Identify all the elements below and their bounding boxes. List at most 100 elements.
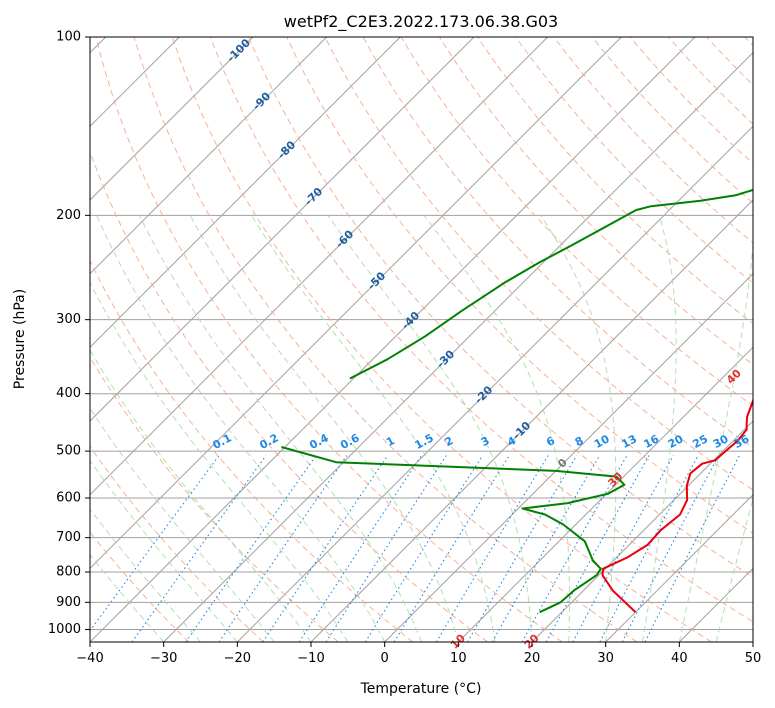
- isotherm-line: [752, 641, 753, 642]
- mixing-ratio-label: 16: [642, 432, 662, 451]
- dry-adiabat-line: [90, 531, 190, 642]
- moist-adiabat-label: 40: [724, 366, 744, 386]
- dry-adiabat-line: [90, 445, 264, 642]
- moist-adiabat-line: [327, 215, 533, 642]
- axes: −40 −30 −20 −10 0 10 20 30 40 50 1000 900 800 700 600 5…: [48, 30, 761, 667]
- y-tick-label: 1000: [48, 622, 81, 637]
- isotherm-line: [90, 37, 549, 496]
- moist-adiabat-line: [96, 215, 386, 642]
- y-tick-label: 500: [56, 444, 81, 459]
- moist-adiabat-line: [90, 508, 201, 642]
- mixing-ratio-label: 2: [443, 434, 456, 449]
- mixing-ratio-line: [599, 455, 699, 642]
- plot-frame: [89, 36, 754, 643]
- mixing-ratio-label: 30: [711, 432, 731, 451]
- moist-adiabat-line: [90, 349, 312, 642]
- y-tick-label: 400: [56, 386, 81, 401]
- moist-adiabat-line: [90, 281, 349, 642]
- dry-adiabat-line: [553, 37, 753, 244]
- y-tick-label: 100: [56, 30, 81, 45]
- mixing-ratio-label: 0.4: [307, 431, 331, 452]
- isotherm-line: [163, 51, 753, 642]
- moist-adiabat-line: [642, 215, 677, 642]
- isotherm-line: [678, 567, 753, 642]
- isotherm-line: [605, 493, 753, 642]
- mixing-ratio-label: 20: [666, 432, 686, 451]
- mixing-ratio-line: [621, 455, 720, 642]
- dry-adiabat-line: [515, 37, 753, 284]
- y-tick-label: 800: [56, 565, 81, 580]
- mixing-ratio-line: [325, 455, 447, 642]
- isotherm-line: [90, 37, 696, 642]
- dry-adiabat-line: [629, 37, 753, 165]
- isotherm-line: [384, 272, 753, 642]
- x-tick-label: −30: [150, 651, 177, 666]
- isotherm-line: [90, 37, 254, 201]
- dry-adiabat-line: [477, 37, 753, 325]
- y-axis-label: Pressure (hPa): [12, 289, 28, 389]
- mixing-ratio-label: 10: [592, 432, 612, 451]
- moist-adiabat-line: [138, 215, 422, 642]
- temperature-profile-line: [601, 395, 753, 613]
- moist-adiabat-line: [90, 459, 238, 642]
- dry-adiabat-line: [171, 37, 712, 642]
- dry-adiabat-line: [90, 259, 414, 642]
- moist-adiabat-line: [90, 554, 165, 642]
- mixing-ratio-line: [644, 455, 740, 642]
- mixing-ratio-line: [572, 455, 674, 642]
- y-tick-label: 200: [56, 208, 81, 223]
- mixing-ratio-label: 0.6: [338, 431, 362, 452]
- dry-adiabat-line: [362, 37, 753, 449]
- dry-adiabat-line: [90, 356, 339, 642]
- y-tick-label: 300: [56, 312, 81, 327]
- x-tick-label: −10: [297, 651, 324, 666]
- mixing-ratio-line: [491, 455, 601, 642]
- dry-adiabat-line: [133, 37, 638, 642]
- y-tick-label: 700: [56, 530, 81, 545]
- x-tick-label: 0: [381, 651, 389, 666]
- mixing-ratio-label: 0.2: [257, 431, 280, 452]
- mixing-ratio-line: [364, 455, 484, 642]
- mixing-ratio-line: [298, 455, 422, 642]
- x-tick-label: 30: [597, 651, 614, 666]
- y-tick-label: 600: [56, 491, 81, 506]
- isotherm-line: [531, 420, 753, 642]
- x-tick-label: −40: [76, 651, 103, 666]
- mixing-ratio-line: [185, 455, 317, 642]
- mixing-ratio-line: [435, 455, 549, 642]
- isotherm-line: [90, 37, 622, 570]
- mixing-ratio-line: [90, 455, 220, 632]
- x-tick-label: 10: [450, 651, 467, 666]
- x-tick-label: 50: [745, 651, 762, 666]
- mixing-ratio-line: [218, 455, 348, 642]
- background-lines: [90, 37, 753, 642]
- dry-adiabat-line: [438, 37, 753, 366]
- line-labels: -100-90-80-70-60-50-40-30-20-1000.1 0.2 0.…: [211, 36, 752, 652]
- dry-adiabat-line: [744, 37, 753, 47]
- dry-adiabat-line: [591, 37, 753, 204]
- x-axis-label: Temperature (°C): [360, 681, 482, 697]
- moist-adiabat-line: [189, 215, 459, 642]
- x-tick-label: 20: [524, 651, 541, 666]
- moist-adiabat-line: [540, 215, 617, 642]
- mixing-ratio-label: 36: [732, 432, 752, 451]
- y-tick-label: 900: [56, 595, 81, 610]
- mixing-ratio-label: 25: [690, 432, 710, 451]
- moist-adiabat-line: [678, 238, 753, 642]
- mixing-ratio-label: 3: [479, 434, 492, 449]
- x-tick-label: 40: [671, 651, 688, 666]
- isotherm-line: [457, 346, 753, 642]
- mixing-ratio-line: [393, 455, 510, 642]
- mixing-ratio-label: 8: [573, 434, 586, 449]
- isotherm-line: [90, 37, 475, 422]
- dry-adiabat-line: [324, 37, 753, 491]
- dry-adiabat-line: [95, 37, 563, 642]
- dry-adiabat-line: [668, 37, 753, 125]
- isotherm-line: [90, 37, 328, 275]
- profiles: [281, 188, 753, 614]
- dry-adiabat-line: [90, 150, 488, 642]
- mixing-ratio-label: 6: [544, 434, 557, 449]
- moist-adiabat-line: [90, 407, 275, 642]
- dry-adiabat-line: [400, 37, 753, 407]
